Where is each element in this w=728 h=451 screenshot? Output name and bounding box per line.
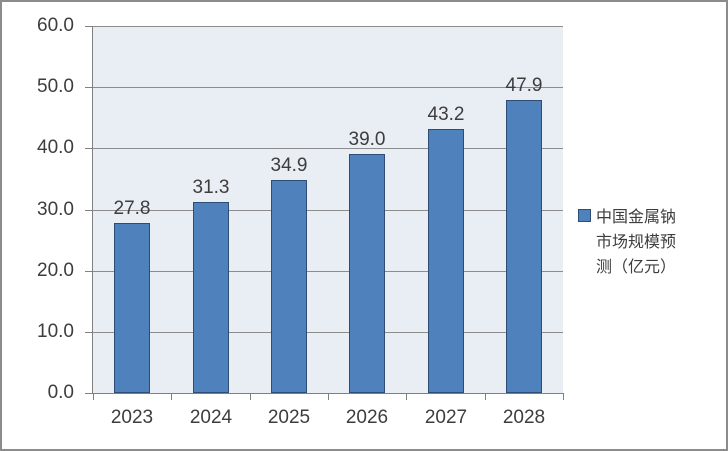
y-axis-label: 50.0	[37, 76, 74, 97]
y-axis-line	[92, 26, 93, 394]
legend: 中国金属钠市场规模预测（亿元）	[578, 205, 680, 280]
bar-value-label: 31.3	[192, 177, 230, 198]
y-axis-label: 60.0	[37, 15, 74, 36]
gridline	[93, 332, 563, 333]
gridline	[93, 26, 563, 27]
gridline	[93, 148, 563, 149]
x-axis-tick	[406, 393, 407, 400]
y-axis-label: 10.0	[37, 321, 74, 342]
x-axis-tick	[171, 393, 172, 400]
x-axis-label: 2023	[110, 407, 154, 428]
y-axis-tick	[85, 148, 93, 149]
gridline	[93, 271, 563, 272]
bar-value-label: 43.2	[427, 104, 465, 125]
y-axis-label: 20.0	[37, 260, 74, 281]
gridline	[93, 87, 563, 88]
y-axis-tick	[85, 87, 93, 88]
bar	[271, 180, 307, 393]
x-axis-label: 2026	[345, 407, 389, 428]
x-axis-label: 2027	[424, 407, 468, 428]
x-axis-label: 2025	[267, 407, 311, 428]
bar	[114, 223, 150, 393]
bar	[349, 154, 385, 393]
bar-value-label: 39.0	[348, 129, 386, 150]
x-axis-label: 2024	[189, 407, 233, 428]
x-axis-line	[85, 393, 563, 394]
gridline	[93, 210, 563, 211]
y-axis-label: 0.0	[47, 382, 74, 403]
x-axis-tick	[250, 393, 251, 400]
bar-value-label: 47.9	[505, 75, 543, 96]
bar-value-label: 27.8	[113, 198, 151, 219]
bar	[428, 129, 464, 393]
bar-value-label: 34.9	[270, 155, 308, 176]
x-axis-tick	[563, 393, 564, 400]
bar	[193, 202, 229, 393]
y-axis-label: 30.0	[37, 199, 74, 220]
y-axis-tick	[85, 332, 93, 333]
x-axis-tick	[328, 393, 329, 400]
y-axis-tick	[85, 26, 93, 27]
x-axis-tick	[93, 393, 94, 400]
bar	[506, 100, 542, 393]
y-axis-tick	[85, 271, 93, 272]
legend-series-marker-icon	[578, 209, 591, 222]
x-axis-label: 2028	[502, 407, 546, 428]
legend-label: 中国金属钠市场规模预测（亿元）	[596, 209, 677, 276]
y-axis-tick	[85, 210, 93, 211]
x-axis-tick	[485, 393, 486, 400]
y-axis-label: 40.0	[37, 137, 74, 158]
